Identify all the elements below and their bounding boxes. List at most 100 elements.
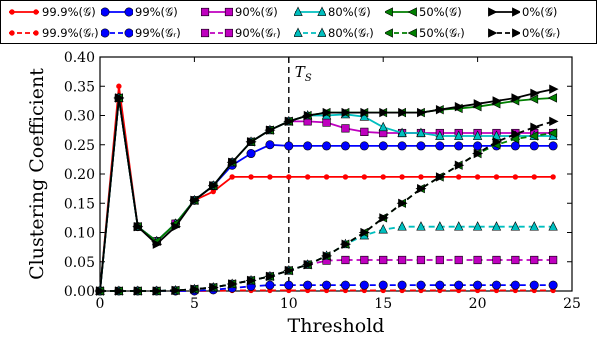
legend-marker: [488, 28, 498, 38]
data-point: [322, 118, 331, 127]
y-tick-label: 0.00: [64, 284, 95, 300]
data-point: [322, 280, 332, 290]
legend-marker: [317, 27, 326, 37]
legend-item: 99.9%(𝒢): [8, 2, 96, 22]
data-point: [549, 116, 559, 127]
series-6: [96, 84, 559, 296]
data-point: [286, 174, 292, 180]
data-point: [322, 107, 333, 118]
data-point: [303, 280, 313, 290]
data-point: [209, 181, 219, 191]
legend-marker: [407, 7, 417, 17]
data-point: [398, 198, 408, 208]
data-point: [548, 221, 558, 231]
data-point: [510, 280, 520, 290]
data-point: [547, 93, 558, 103]
legend-item: 80%(𝒢): [294, 2, 371, 22]
data-point: [190, 195, 200, 206]
y-tick-label: 0.25: [64, 138, 95, 154]
data-point: [133, 286, 144, 296]
legend-swatch: [201, 7, 233, 17]
legend-marker: [201, 7, 210, 17]
data-point: [473, 148, 484, 159]
data-point: [416, 127, 426, 137]
data-point: [547, 128, 558, 138]
data-point: [341, 239, 351, 249]
legend-swatch: [9, 9, 39, 15]
data-point: [435, 130, 445, 140]
data-point: [531, 174, 537, 180]
data-point: [549, 255, 558, 265]
data-point: [303, 110, 314, 121]
legend-label: 80%(𝒢ᵣ): [328, 25, 374, 40]
legend-swatch: [488, 7, 520, 17]
data-point: [265, 140, 275, 150]
data-point: [152, 239, 163, 249]
legend-marker: [224, 28, 233, 38]
data-point: [322, 141, 332, 151]
series-3: [95, 93, 558, 296]
data-point: [246, 149, 256, 159]
data-point: [114, 93, 125, 103]
legend-item: 99%(𝒢ᵣ): [101, 23, 181, 43]
data-point: [114, 286, 125, 296]
data-point: [248, 174, 254, 180]
data-point: [247, 275, 257, 286]
data-point: [360, 227, 370, 238]
data-point: [435, 141, 445, 151]
data-point: [435, 104, 446, 115]
data-point: [454, 141, 464, 151]
data-point: [530, 255, 539, 265]
legend-marker: [407, 28, 417, 38]
data-point: [417, 183, 427, 194]
y-tick-label: 0.20: [64, 167, 95, 183]
legend-label: 99.9%(𝒢ᵣ): [42, 25, 99, 40]
data-point: [473, 141, 483, 151]
data-point: [397, 141, 407, 151]
data-point: [435, 172, 446, 182]
data-point: [454, 130, 464, 140]
legend-swatch: [385, 7, 417, 17]
x-axis-label: Threshold: [288, 315, 385, 337]
legend-label: 80%(𝒢): [328, 4, 371, 19]
x-tick-label: 5: [190, 296, 199, 312]
data-point: [378, 280, 388, 290]
x-tick-label: 10: [280, 296, 298, 312]
data-point: [528, 94, 539, 104]
legend-swatch: [101, 7, 133, 17]
legend-label: 50%(𝒢): [419, 4, 462, 19]
legend-swatch: [294, 6, 326, 16]
legend-marker: [224, 7, 233, 17]
series-11: [94, 128, 558, 296]
legend-label: 90%(𝒢): [235, 4, 278, 19]
data-point: [322, 251, 333, 261]
data-point: [493, 174, 500, 180]
data-point: [529, 280, 539, 290]
data-point: [454, 160, 465, 170]
data-point: [340, 141, 350, 151]
data-point: [359, 280, 369, 290]
threshold-annotation: TS: [295, 63, 312, 84]
data-point: [229, 174, 235, 180]
data-point: [341, 107, 351, 118]
data-point: [473, 280, 483, 290]
legend-label: 0%(𝒢ᵣ): [522, 25, 561, 40]
data-point: [304, 174, 311, 180]
data-point: [529, 141, 539, 151]
data-point: [361, 174, 368, 180]
legend-item: 50%(𝒢ᵣ): [385, 23, 465, 43]
data-point: [265, 280, 275, 290]
data-point: [435, 255, 444, 265]
legend-marker: [101, 7, 110, 17]
data-point: [472, 221, 483, 231]
legend-marker: [9, 30, 15, 36]
data-point: [454, 102, 465, 112]
data-point: [228, 157, 238, 167]
y-tick-label: 0.10: [64, 226, 95, 242]
legend-marker: [101, 28, 110, 38]
data-point: [397, 255, 407, 265]
x-tick-label: 20: [469, 296, 487, 312]
data-point: [133, 221, 144, 232]
data-point: [492, 137, 502, 147]
